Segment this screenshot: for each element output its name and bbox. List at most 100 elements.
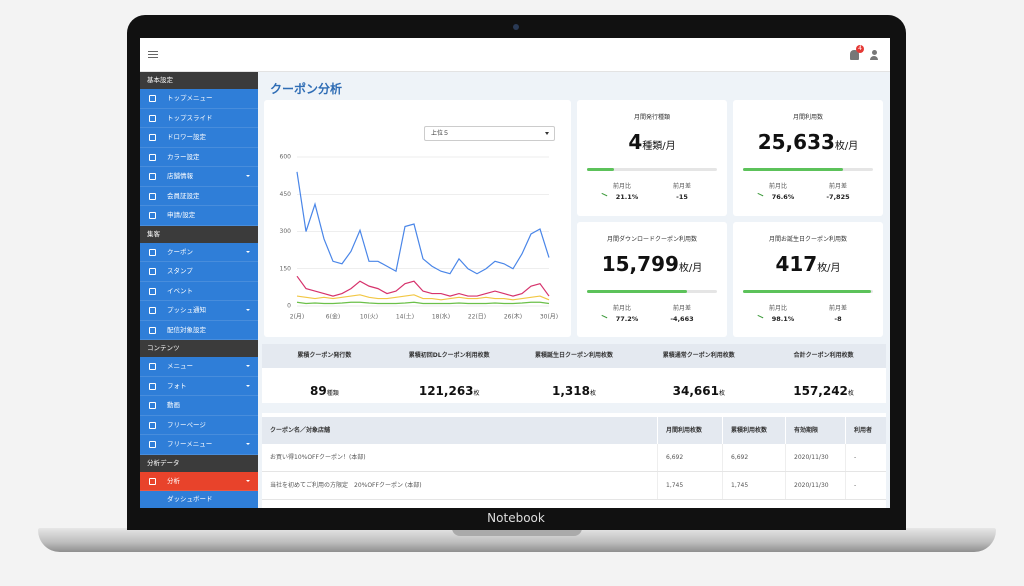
summary-number: 89: [310, 384, 327, 398]
item-label: メニュー: [167, 362, 193, 370]
sidebar-item[interactable]: フォト: [140, 376, 258, 396]
item-label: フリーページ: [167, 420, 206, 429]
item-icon: [149, 173, 156, 180]
topbar: 4: [140, 38, 890, 72]
summary-title: 累積初回DLクーポン利用枚数: [408, 352, 490, 359]
filter-dropdown[interactable]: 上位５: [424, 126, 555, 141]
sidebar-item[interactable]: フリーページ: [140, 415, 258, 435]
item-icon: [149, 421, 156, 429]
sidebar-item[interactable]: イベント: [140, 281, 258, 301]
item-icon: [149, 287, 156, 295]
item-label: トップメニュー: [167, 94, 213, 102]
summary-number: 157,242: [793, 384, 848, 398]
expand-caret: [246, 479, 250, 484]
y-tick-label: 0: [287, 303, 291, 310]
item-icon: [149, 134, 156, 141]
expand-caret: [246, 175, 250, 179]
progress-bar: [587, 168, 615, 171]
item-label: 申請/設定: [167, 211, 196, 219]
table-header-bg: [262, 417, 886, 444]
table-header-cell: 累積利用枚数: [722, 417, 785, 444]
card-title: 月間発行種類: [633, 114, 670, 121]
ratio-value: 77.2%: [615, 315, 639, 323]
item-icon: [149, 441, 156, 448]
sidebar-item[interactable]: 配信対象設定: [140, 320, 258, 340]
table-cell: 当社を初めてご利用の方限定 20%OFFクーポン (本部): [270, 482, 422, 489]
item-icon: [149, 192, 156, 200]
item-label: ドロワー設定: [167, 133, 206, 141]
x-tick-label: 22(日): [468, 314, 486, 321]
x-tick-label: 30(月): [540, 314, 558, 321]
item-label: プッシュ通知: [167, 306, 206, 314]
expand-caret: [246, 309, 250, 313]
sidebar-item[interactable]: 店舗情報: [140, 167, 258, 187]
progress-track: [587, 168, 717, 171]
sidebar-item[interactable]: 会員証設定: [140, 186, 258, 206]
coupon-table: クーポン名／対象店舗 月間利用枚数 累積利用枚数 有効期限 利用者 お買い得10%OFFク…: [262, 413, 886, 508]
card-title: 月間お誕生日クーポン利用数: [768, 236, 847, 243]
item-label: 動画: [167, 401, 180, 409]
value-unit: 枚/月: [834, 141, 859, 152]
sidebar-item[interactable]: 動画: [140, 396, 258, 416]
sidebar-item[interactable]: トップスライド: [140, 108, 258, 128]
value-unit: 枚/月: [817, 263, 841, 274]
sidebar-item[interactable]: ドロワー設定: [140, 128, 258, 148]
value-unit: 種類/月: [642, 141, 676, 152]
filter-label: 上位５: [431, 130, 450, 137]
summary-title: 累積通常クーポン利用枚数: [662, 352, 735, 359]
bell-icon[interactable]: [850, 50, 859, 60]
sidebar-item[interactable]: 分析: [140, 471, 258, 491]
table-cell: 1,745: [657, 472, 722, 499]
card-value: 4種類/月: [577, 130, 727, 154]
kpi-card: 月間発行種類 4種類/月 前月比 前月差 21.1% -15: [577, 100, 727, 216]
page-title: クーポン分析: [270, 82, 343, 96]
progress-bar: [743, 290, 871, 293]
item-label: イベント: [167, 286, 193, 295]
menu-icon[interactable]: [148, 51, 158, 58]
item-label: トップスライド: [167, 113, 213, 122]
ratio-value: 21.1%: [615, 193, 639, 201]
x-tick-label: 2(月): [290, 314, 305, 321]
expand-caret: [246, 384, 250, 389]
table-cell: 6,692: [657, 444, 722, 471]
sidebar-item[interactable]: クーポン: [140, 242, 258, 262]
series-line: [296, 171, 550, 275]
table-header-cell: 有効期限: [785, 417, 845, 444]
y-tick-label: 600: [280, 154, 292, 161]
summary-title: 累積誕生日クーポン利用枚数: [534, 352, 613, 359]
sidebar-heading: 基本設定: [140, 72, 258, 89]
sidebar-item[interactable]: スタンプ: [140, 262, 258, 282]
item-icon: [149, 382, 156, 390]
sidebar-item[interactable]: プッシュ通知: [140, 301, 258, 321]
sidebar-item[interactable]: 申請/設定: [140, 206, 258, 226]
sidebar-item[interactable]: フリーメニュー: [140, 435, 258, 455]
summary-number: 1,318: [552, 384, 590, 398]
item-icon: [149, 153, 156, 161]
diff-value: -15: [676, 193, 688, 201]
sidebar-item[interactable]: トップメニュー: [140, 89, 258, 109]
expand-caret: [246, 250, 250, 255]
ratio-title: 前月比: [768, 183, 787, 190]
value-number: 15,799: [601, 252, 679, 276]
diff-title: 前月差: [672, 183, 691, 190]
user-icon[interactable]: [870, 50, 878, 60]
summary-unit: 種類: [326, 390, 339, 397]
item-icon: [149, 95, 156, 102]
table-cell: 6,692: [722, 444, 785, 471]
progress-bar: [587, 290, 688, 293]
camera: [513, 24, 519, 30]
sidebar-subitem[interactable]: ダッシュボード: [140, 491, 258, 507]
ratio-title: 前月比: [768, 305, 787, 312]
sidebar-heading: コンテンツ: [140, 340, 258, 357]
sidebar-item[interactable]: カラー設定: [140, 147, 258, 167]
sidebar-item[interactable]: メニュー: [140, 357, 258, 377]
value-number: 417: [775, 252, 818, 276]
card-value: 25,633枚/月: [733, 130, 883, 154]
item-icon: [149, 248, 156, 256]
diff-value: -4,663: [670, 315, 694, 323]
summary-value: 34,661枚: [636, 380, 761, 399]
x-tick-label: 18(水): [432, 313, 450, 321]
ratio-value: 98.1%: [771, 315, 795, 323]
kpi-card: 月間利用数 25,633枚/月 前月比 前月差 76.6% -7,825: [733, 100, 883, 216]
